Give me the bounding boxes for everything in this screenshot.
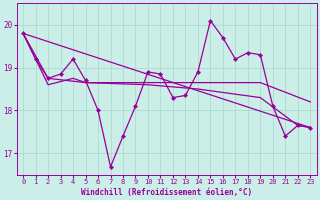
X-axis label: Windchill (Refroidissement éolien,°C): Windchill (Refroidissement éolien,°C) xyxy=(81,188,252,197)
